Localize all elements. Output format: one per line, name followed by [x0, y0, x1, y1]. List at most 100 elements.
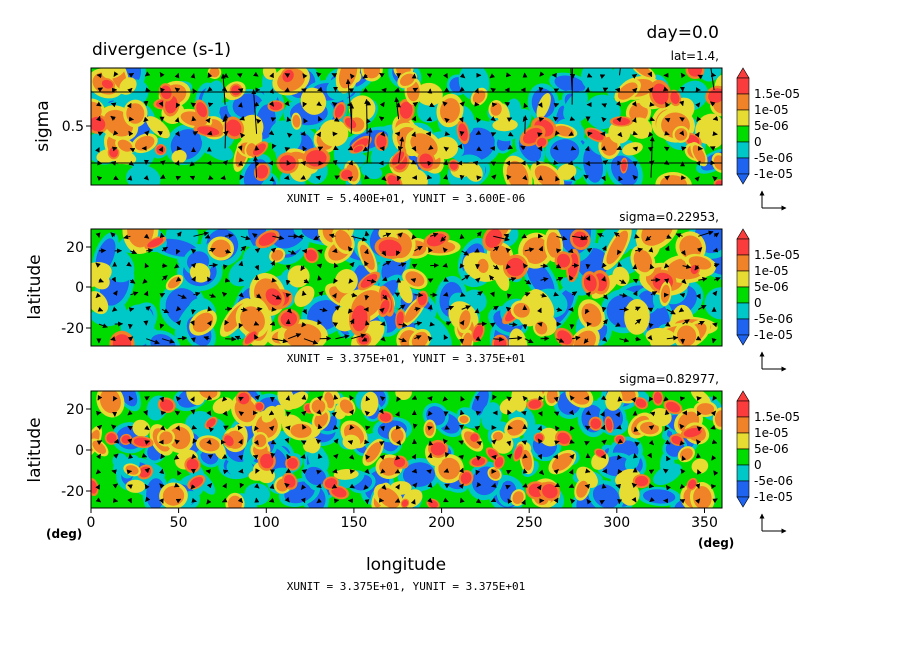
field-cell — [713, 179, 722, 185]
vector-arrow — [584, 441, 590, 446]
vector-arrow — [504, 101, 511, 107]
vector-arrow — [252, 233, 258, 239]
vector-arrow — [364, 320, 370, 326]
vector-arrow — [364, 230, 370, 237]
colorbar-label: 1.5e-05 — [754, 87, 800, 101]
vector-arrow — [505, 247, 511, 253]
field-cell — [705, 131, 722, 149]
field-cell — [712, 407, 722, 430]
field-cell — [624, 299, 650, 335]
vector-arrow — [192, 438, 198, 444]
field-cell — [225, 492, 245, 508]
vector-arrow — [587, 131, 593, 137]
vector-arrow — [128, 72, 135, 78]
vector-arrow — [269, 72, 274, 79]
vector-arrow — [477, 321, 487, 327]
colorbar-segment — [736, 400, 750, 418]
vector-arrow — [221, 86, 228, 92]
field-cell — [250, 141, 269, 158]
vector-arrow — [144, 130, 150, 136]
field-cell — [131, 133, 158, 154]
vector-arrow — [189, 175, 196, 181]
vector-arrow — [568, 275, 574, 281]
vector-arrow — [112, 290, 118, 296]
vector-arrow — [698, 230, 714, 237]
vector-arrow — [584, 483, 591, 489]
vector-arrow — [396, 396, 402, 402]
field-cell — [165, 422, 195, 454]
vector-arrow — [696, 247, 703, 253]
vector-arrow — [585, 291, 591, 298]
vector-arrow — [238, 454, 244, 461]
vector-arrow — [128, 307, 135, 313]
vector-arrow — [110, 102, 117, 108]
vector-arrow — [220, 175, 226, 181]
xtick-label: 250 — [516, 515, 543, 531]
field-cell — [285, 455, 300, 471]
colorbar-label: 5e-06 — [754, 280, 789, 294]
vector-arrow — [234, 335, 242, 341]
vector-arrow — [695, 483, 701, 489]
vector-arrow — [316, 263, 323, 269]
vector-arrow — [411, 145, 417, 152]
vector-arrow — [146, 338, 160, 345]
vector-arrow — [460, 292, 466, 297]
vector-arrow — [95, 262, 101, 268]
vector-arrow — [680, 72, 686, 79]
field-cell — [691, 458, 709, 474]
colorbar-segment — [736, 125, 750, 143]
field-cell — [581, 68, 615, 93]
vector-arrow — [618, 175, 623, 182]
vector-arrow — [522, 468, 528, 474]
vector-arrow — [317, 146, 324, 152]
vector-arrow — [127, 410, 133, 416]
vector-arrow — [145, 305, 151, 311]
vector-arrow — [284, 87, 290, 92]
vector-arrow — [394, 87, 400, 93]
vector-arrow — [489, 73, 495, 79]
vector-arrow — [412, 101, 419, 107]
vector-arrow — [553, 88, 560, 93]
vector-arrow — [475, 336, 482, 342]
vector-arrow — [317, 249, 323, 255]
vector-arrow — [270, 260, 276, 266]
vector-arrow — [349, 73, 356, 80]
vector-arrow — [632, 174, 638, 181]
vector-arrow — [569, 324, 575, 330]
vector-arrow — [619, 68, 621, 76]
vector-arrow — [204, 233, 211, 239]
panel-2-ytick-label-2: 0 — [75, 280, 84, 296]
vector-arrow — [349, 395, 355, 401]
xtick-label: 200 — [428, 515, 455, 531]
field-cell — [101, 68, 126, 79]
vector-arrow — [570, 175, 576, 181]
vector-arrow — [493, 336, 505, 342]
vector-arrow — [648, 87, 654, 93]
vector-arrow — [648, 396, 654, 402]
vector-arrow — [174, 72, 180, 79]
vector-arrow — [553, 116, 559, 122]
field-cell — [204, 416, 218, 430]
vector-arrow — [302, 101, 308, 108]
vector-arrow — [333, 116, 340, 122]
field-cell — [475, 256, 491, 276]
vector-arrow — [378, 440, 385, 446]
colorbar-label: 1e-05 — [754, 264, 789, 278]
vector-arrow — [189, 320, 195, 326]
field-cell — [400, 498, 410, 508]
vector-arrow — [508, 276, 517, 282]
vector-arrow — [378, 116, 385, 122]
vector-arrow — [645, 235, 652, 242]
colorbar-segment — [736, 93, 750, 111]
vector-arrow — [615, 100, 622, 107]
colorbar-top-triangle — [736, 67, 750, 79]
field-cell — [491, 430, 505, 443]
vector-arrow — [222, 396, 228, 402]
vector-arrow — [395, 411, 400, 417]
vector-arrow — [98, 323, 108, 329]
vector-arrow — [663, 146, 670, 152]
vector-arrow — [712, 395, 718, 401]
vector-arrow — [537, 425, 543, 431]
vector-arrow — [159, 323, 165, 329]
vector-arrow — [254, 395, 260, 401]
